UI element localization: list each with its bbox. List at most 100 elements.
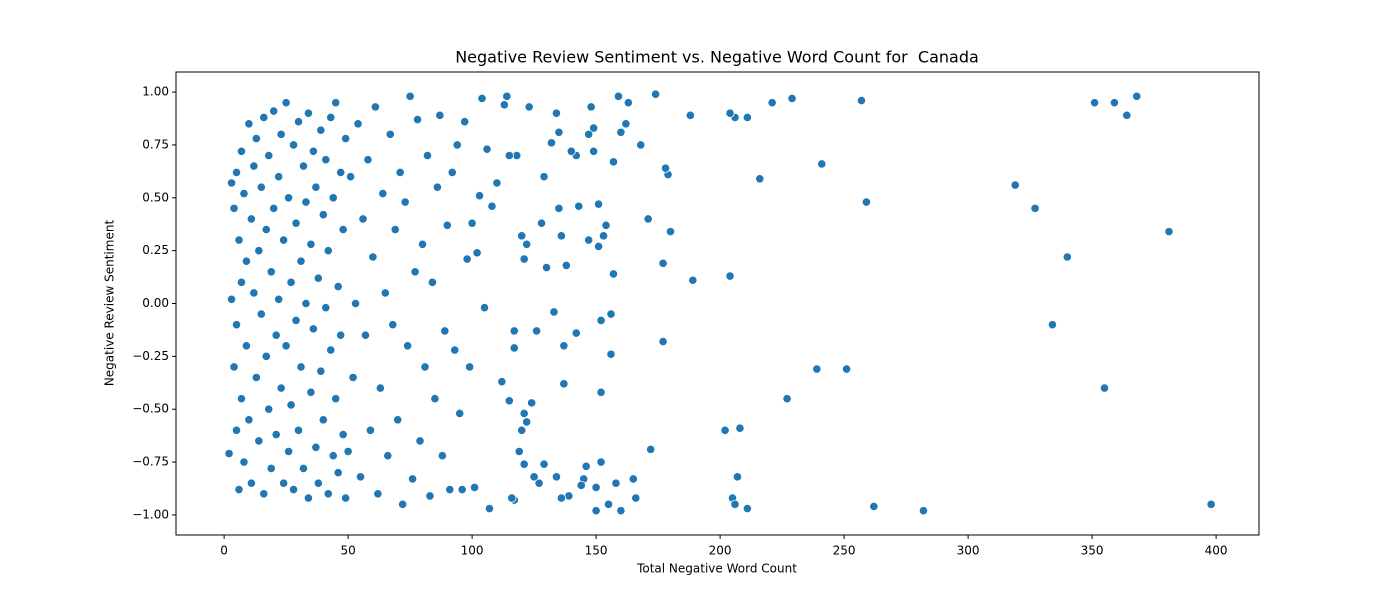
data-point bbox=[333, 281, 343, 292]
data-point bbox=[817, 159, 827, 169]
data-point bbox=[348, 372, 358, 383]
data-point bbox=[298, 161, 309, 171]
data-point bbox=[1206, 499, 1216, 509]
data-point bbox=[350, 298, 361, 309]
data-point bbox=[303, 108, 314, 118]
data-point bbox=[231, 167, 242, 178]
data-point bbox=[462, 254, 472, 264]
data-point bbox=[264, 150, 274, 161]
data-point bbox=[229, 362, 239, 372]
data-point bbox=[556, 493, 566, 503]
data-point bbox=[296, 362, 306, 372]
data-point bbox=[338, 429, 348, 440]
data-point bbox=[316, 125, 326, 135]
data-point bbox=[608, 157, 619, 167]
data-point bbox=[1010, 180, 1020, 190]
data-point bbox=[388, 320, 398, 330]
data-point bbox=[415, 436, 425, 446]
data-point bbox=[234, 235, 244, 245]
data-point bbox=[360, 330, 371, 340]
data-point bbox=[244, 415, 254, 425]
data-point bbox=[259, 112, 269, 123]
data-point bbox=[403, 341, 413, 351]
data-point bbox=[742, 112, 752, 123]
data-point bbox=[447, 167, 457, 178]
data-point bbox=[336, 330, 346, 340]
x-tick-label: 0 bbox=[220, 544, 228, 558]
data-point bbox=[725, 271, 735, 281]
data-point bbox=[422, 150, 433, 161]
data-point bbox=[559, 341, 569, 351]
data-point bbox=[355, 472, 366, 482]
data-point bbox=[405, 91, 415, 101]
data-point bbox=[430, 394, 440, 404]
data-point bbox=[251, 372, 261, 383]
data-point bbox=[328, 193, 338, 203]
data-point bbox=[246, 214, 256, 224]
data-point bbox=[254, 246, 264, 256]
data-point bbox=[787, 93, 797, 104]
data-point bbox=[283, 446, 294, 457]
data-point bbox=[576, 480, 586, 490]
data-point bbox=[293, 117, 304, 127]
data-point bbox=[370, 102, 380, 112]
data-point bbox=[735, 423, 745, 433]
data-point bbox=[593, 199, 604, 209]
data-point bbox=[529, 472, 539, 482]
data-point bbox=[256, 182, 266, 192]
data-point bbox=[1089, 98, 1100, 108]
data-point bbox=[288, 140, 299, 150]
data-point bbox=[861, 197, 872, 207]
data-point bbox=[574, 201, 584, 211]
data-point bbox=[353, 119, 363, 129]
data-point bbox=[623, 98, 633, 108]
data-point bbox=[581, 461, 591, 471]
data-point bbox=[465, 362, 475, 372]
data-point bbox=[742, 503, 752, 514]
data-point bbox=[224, 449, 234, 459]
data-point bbox=[556, 231, 566, 241]
data-point bbox=[251, 133, 261, 144]
data-point bbox=[313, 478, 323, 488]
data-point bbox=[479, 303, 490, 313]
data-point bbox=[460, 117, 470, 127]
data-point bbox=[487, 201, 497, 211]
data-point bbox=[341, 493, 351, 503]
data-point bbox=[395, 167, 405, 178]
data-point bbox=[298, 463, 309, 474]
y-tick-label: 0.00 bbox=[142, 296, 169, 310]
data-point bbox=[440, 326, 450, 336]
data-point bbox=[584, 129, 594, 139]
data-point bbox=[390, 224, 400, 235]
data-point bbox=[551, 108, 562, 118]
data-point bbox=[450, 345, 460, 355]
data-point bbox=[507, 493, 517, 503]
data-point bbox=[519, 408, 529, 419]
x-tick-label: 350 bbox=[1081, 544, 1104, 558]
data-point bbox=[497, 377, 507, 387]
data-point bbox=[269, 106, 279, 116]
data-point bbox=[539, 459, 549, 469]
data-point bbox=[291, 218, 301, 228]
data-point bbox=[249, 161, 259, 171]
data-point bbox=[331, 394, 341, 404]
data-point bbox=[393, 415, 403, 425]
data-point bbox=[303, 493, 314, 503]
data-point bbox=[596, 457, 606, 467]
data-point bbox=[336, 167, 346, 178]
data-point bbox=[613, 91, 624, 101]
data-point bbox=[445, 484, 455, 495]
data-point bbox=[755, 174, 765, 184]
data-point bbox=[301, 197, 311, 207]
data-point bbox=[651, 89, 661, 99]
data-point bbox=[358, 214, 368, 224]
data-point bbox=[725, 108, 735, 118]
data-point bbox=[646, 444, 656, 454]
data-point bbox=[589, 123, 599, 133]
data-point bbox=[551, 472, 562, 482]
data-point bbox=[685, 110, 695, 120]
data-point bbox=[279, 478, 289, 488]
data-point bbox=[311, 442, 321, 452]
data-point bbox=[432, 182, 442, 192]
